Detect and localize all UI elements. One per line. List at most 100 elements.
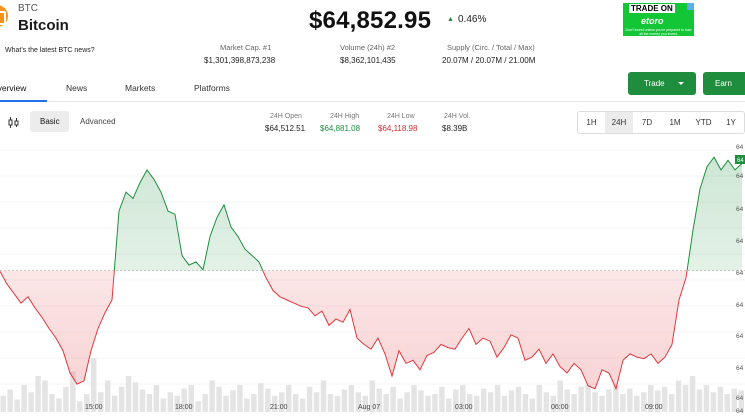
ad-disclaimer: Don't invest unless you're prepared to l… (625, 28, 692, 36)
volume-bar (703, 385, 710, 412)
ad-title: TRADE ON (629, 4, 675, 13)
earn-button-label: Earn (715, 79, 732, 88)
volume-bar (202, 394, 208, 412)
ad-banner[interactable]: TRADE ON etoro Don't invest unless you'r… (623, 3, 694, 36)
volume-bar (613, 385, 619, 412)
volume-bar (0, 395, 6, 412)
volume-bar (132, 382, 139, 412)
trade-button-label: Trade (644, 79, 665, 88)
ad-info-icon[interactable] (687, 3, 694, 10)
tab-markets[interactable]: Markets (125, 83, 156, 93)
volume-bar (460, 385, 466, 412)
nav-tabs: Overview News Markets Platforms (0, 72, 745, 102)
range-7d-button[interactable]: 7D (641, 118, 653, 127)
volume-bar (49, 394, 55, 412)
volume-bar (299, 398, 306, 412)
volume-bar (84, 394, 90, 412)
volume-bar (244, 398, 250, 412)
price-change: 0.46% (458, 14, 487, 25)
volume-bar (418, 390, 424, 412)
volume-bar (446, 398, 452, 412)
y-axis-tick-label: 64 (736, 333, 744, 340)
volume-bar (494, 385, 501, 412)
price-chart[interactable]: 64 (0, 140, 745, 419)
volume-bar (661, 386, 668, 412)
volume-bar (487, 392, 494, 412)
news-prompt-link[interactable]: What's the latest BTC news? (5, 47, 95, 54)
ohlc-low-value: $64,118.98 (378, 124, 418, 133)
volume-bar (731, 388, 738, 412)
volume-bar (508, 390, 515, 412)
volume-bar (641, 392, 647, 412)
volume-bar (306, 386, 313, 412)
volume-bar (160, 398, 167, 412)
volume-bar (654, 390, 661, 412)
trade-button[interactable]: Trade (628, 72, 696, 95)
volume-bar (369, 380, 375, 412)
volume-bar (578, 386, 584, 412)
volume-bar (188, 385, 194, 412)
volume-bar (118, 386, 125, 412)
volume-bar (585, 385, 591, 412)
price-area-above-open (0, 157, 742, 271)
volume-bar (383, 394, 389, 412)
volume-bar (174, 395, 181, 412)
y-axis-tick-label: 64 (736, 365, 744, 372)
volume-bar (327, 394, 334, 412)
volume-bar (675, 380, 682, 412)
volume-bar (480, 388, 487, 412)
volume-bar (355, 392, 362, 412)
ohlc-high-label: 24H High (330, 113, 360, 120)
earn-button[interactable]: Earn (703, 72, 745, 95)
volume-bar (251, 394, 257, 412)
mode-advanced-button[interactable]: Advanced (71, 111, 127, 132)
active-tab-indicator (0, 100, 47, 102)
price-area-below-open (0, 270, 688, 389)
y-axis-tick-label: 64 (736, 206, 744, 213)
x-axis-tick-label: 21:00 (270, 404, 288, 411)
range-24h-button[interactable]: 24H (605, 112, 633, 133)
volume-bar (125, 376, 132, 412)
volume-bar (432, 394, 438, 412)
ohlc-volume-label: 24H Vol. (444, 113, 471, 120)
chevron-down-icon (678, 82, 684, 85)
range-1m-button[interactable]: 1M (669, 118, 681, 127)
ad-brand: etoro (641, 16, 664, 26)
volume-bar (272, 395, 278, 412)
volume-bar (592, 392, 598, 412)
bitcoin-icon (0, 5, 8, 27)
volume-bar (28, 392, 34, 412)
range-ytd-button[interactable]: YTD (695, 118, 712, 127)
volume-bar (265, 388, 271, 412)
volume-bar (606, 389, 612, 412)
volume-bar (104, 380, 111, 412)
volume-bar (285, 385, 292, 412)
volume-bar (21, 385, 27, 412)
volume-bar (97, 392, 104, 412)
volume-bar (717, 386, 724, 412)
volume-bar (425, 395, 431, 412)
range-1y-button[interactable]: 1Y (726, 118, 736, 127)
tab-overview[interactable]: Overview (0, 83, 27, 93)
candlestick-icon[interactable] (8, 117, 19, 128)
ohlc-low-label: 24H Low (387, 113, 415, 120)
volume-bar (167, 392, 174, 412)
volume-bar (111, 395, 118, 412)
mode-advanced-label: Advanced (80, 117, 116, 126)
volume-bar (529, 398, 536, 412)
tab-platforms[interactable]: Platforms (194, 83, 230, 93)
volume-bar (543, 392, 550, 412)
x-axis-tick-label: 09:00 (645, 404, 663, 411)
tab-news[interactable]: News (66, 83, 88, 93)
volume-bar (557, 380, 563, 412)
volume-bar (63, 386, 69, 412)
market-cap-label: Market Cap. #1 (220, 43, 272, 52)
volume-bar (466, 394, 473, 412)
volume-bar (397, 398, 403, 412)
volume-bar (390, 386, 396, 412)
volume-value: $8,362,101,435 (340, 56, 396, 65)
volume-bar (362, 395, 369, 412)
y-axis-tick-label: 64 (736, 408, 744, 415)
range-1h-button[interactable]: 1H (586, 118, 597, 127)
mode-basic-button[interactable]: Basic (30, 111, 69, 132)
